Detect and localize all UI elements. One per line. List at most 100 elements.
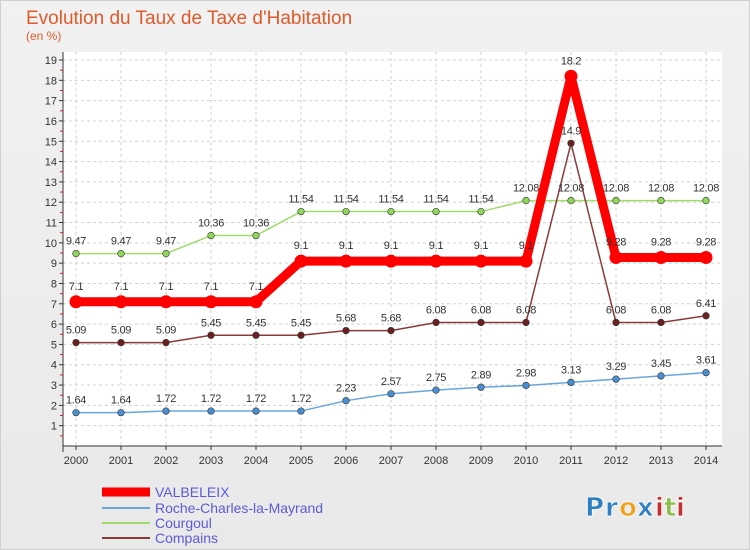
data-point — [252, 407, 260, 415]
data-point — [69, 295, 83, 309]
x-tick-label: 2013 — [649, 455, 673, 467]
y-tick-label: 19 — [45, 55, 57, 67]
data-point — [699, 250, 713, 264]
y-tick-label: 11 — [46, 218, 57, 230]
data-label: 2.57 — [381, 376, 401, 388]
data-label: 3.29 — [606, 361, 626, 373]
data-point — [204, 295, 218, 309]
data-label: 9.47 — [111, 236, 131, 248]
data-point — [162, 338, 170, 347]
x-tick-label: 2007 — [379, 455, 403, 467]
data-label: 1.64 — [111, 395, 131, 407]
data-label: 11.54 — [288, 194, 313, 206]
data-label: 11.54 — [333, 194, 358, 206]
data-label: 10.36 — [243, 218, 269, 230]
data-point — [72, 338, 80, 347]
data-label: 9.1 — [429, 240, 444, 252]
data-point — [162, 250, 170, 258]
data-point — [702, 312, 710, 320]
data-point — [612, 318, 620, 327]
data-point — [117, 338, 125, 347]
x-tick-label: 2002 — [154, 455, 178, 467]
data-point — [387, 390, 395, 398]
data-label: 12.08 — [648, 183, 674, 195]
data-label: 9.28 — [606, 236, 626, 248]
data-label: 12.08 — [693, 183, 719, 195]
data-point — [252, 231, 260, 240]
brand-letter: r — [605, 493, 618, 523]
y-tick-label: 1 — [51, 421, 57, 433]
data-label: 9.1 — [474, 240, 489, 252]
x-tick-label: 2009 — [469, 455, 493, 467]
data-label: 2.98 — [516, 367, 536, 379]
data-label: 7.1 — [159, 281, 174, 293]
data-point — [477, 383, 485, 391]
data-label: 11.54 — [468, 194, 493, 206]
data-label: 7.1 — [114, 281, 129, 293]
data-point — [387, 207, 395, 216]
data-point — [432, 386, 440, 394]
data-point — [564, 69, 578, 83]
data-point — [474, 254, 488, 268]
y-tick-label: 5 — [51, 339, 57, 351]
data-label: 9.28 — [696, 236, 716, 248]
data-point — [384, 254, 398, 268]
data-label: 9.47 — [66, 236, 86, 248]
data-label: 6.08 — [651, 304, 671, 316]
x-tick-label: 2010 — [514, 455, 538, 467]
data-label: 5.45 — [246, 317, 266, 329]
data-point — [477, 318, 485, 327]
data-label: 9.28 — [651, 236, 671, 248]
data-point — [72, 409, 80, 417]
y-tick-label: 9 — [51, 258, 57, 270]
data-label: 9.1 — [339, 240, 354, 252]
data-point — [342, 207, 350, 216]
data-point — [654, 250, 668, 264]
data-label: 7.1 — [249, 281, 264, 293]
data-point — [657, 196, 665, 205]
y-tick-label: 14 — [45, 157, 57, 169]
data-label: 3.45 — [651, 358, 671, 370]
data-point — [612, 375, 620, 383]
data-point — [252, 331, 260, 339]
data-label: 1.72 — [156, 393, 176, 405]
y-tick-label: 15 — [45, 136, 57, 148]
data-label: 11.54 — [423, 194, 448, 206]
data-point — [429, 254, 443, 268]
data-label: 2.75 — [426, 372, 446, 384]
y-tick-label: 7 — [51, 299, 57, 311]
data-label: 5.68 — [381, 313, 401, 325]
data-point — [432, 207, 440, 216]
brand-letter: P — [585, 493, 604, 523]
data-point — [297, 407, 305, 415]
data-point — [297, 331, 305, 339]
data-label: 5.09 — [66, 325, 86, 337]
data-point — [72, 250, 80, 258]
chart-subtitle: (en %) — [26, 29, 61, 43]
x-tick-label: 2001 — [109, 455, 133, 467]
data-point — [339, 254, 353, 268]
data-label: 5.68 — [336, 313, 356, 325]
data-point — [609, 250, 623, 264]
data-point — [477, 207, 485, 216]
data-label: 1.72 — [201, 393, 221, 405]
data-point — [567, 139, 575, 147]
data-point — [432, 318, 440, 327]
data-label: 9.1 — [294, 240, 309, 252]
x-tick-label: 2008 — [424, 455, 448, 467]
data-point — [519, 254, 533, 268]
chart-title: Evolution du Taux de Taxe d'Habitation — [26, 8, 352, 29]
brand-letter: o — [619, 493, 637, 523]
data-point — [162, 407, 170, 415]
y-tick-label: 18 — [45, 75, 57, 87]
y-tick-label: 6 — [51, 319, 57, 331]
data-label: 11.54 — [378, 194, 403, 206]
y-tick-label: 16 — [45, 116, 57, 128]
brand-letter: i — [676, 493, 685, 523]
data-label: 5.09 — [111, 325, 131, 337]
y-tick-label: 12 — [45, 197, 57, 209]
data-point — [612, 196, 620, 205]
data-point — [387, 327, 395, 335]
x-tick-label: 2000 — [64, 455, 88, 467]
data-point — [297, 207, 305, 216]
